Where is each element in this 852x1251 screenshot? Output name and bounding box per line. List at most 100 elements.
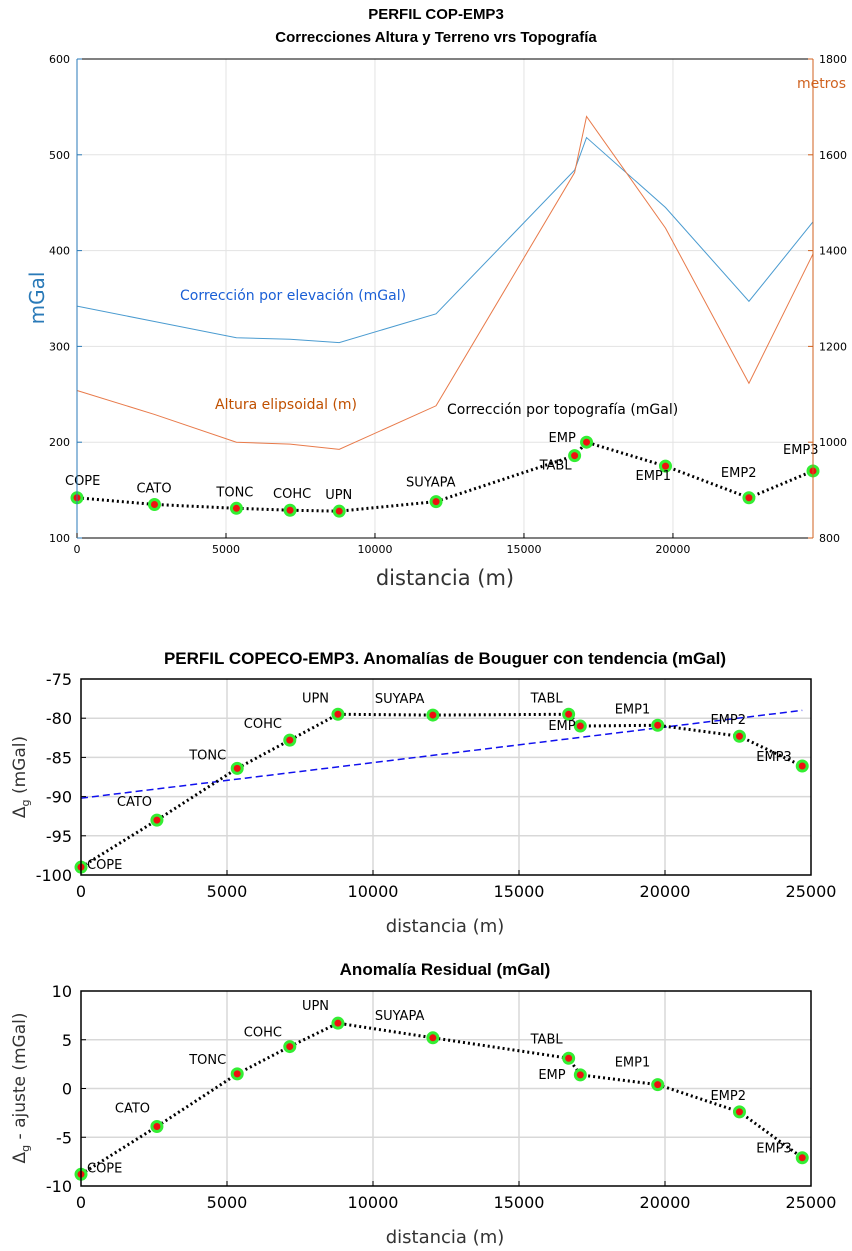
chart-1-x-tick-label: 0	[74, 543, 81, 556]
height-series-line	[76, 115, 814, 450]
chart-1-y2-tick-label: 1600	[819, 149, 847, 162]
chart-2-y-tick-label: -90	[46, 788, 72, 807]
chart-3-y-tick-label: -5	[56, 1128, 72, 1147]
topography-marker	[429, 495, 443, 509]
chart-3-station-label: EMP1	[615, 1056, 651, 1071]
chart-3-station-label: TABL	[530, 1032, 564, 1047]
chart-3-marker	[426, 1031, 440, 1045]
chart-3-station-label: COHC	[244, 1026, 282, 1041]
chart-2-y-tick-label: -95	[46, 827, 72, 846]
chart-1-station-label: TABL	[539, 459, 573, 474]
chart-3-marker	[795, 1151, 809, 1165]
chart-1-y2-tick-label: 1000	[819, 436, 847, 449]
chart-3-x-tick-label: 25000	[786, 1193, 837, 1212]
chart-2-station-label: EMP2	[710, 713, 746, 728]
chart-2-station-label: EMP3	[756, 750, 792, 765]
chart-1-xlabel: distancia (m)	[376, 566, 514, 590]
chart-1-y-tick-label: 400	[49, 245, 70, 258]
chart-2-station-label: EMP	[548, 719, 575, 734]
chart-1-station-label: UPN	[325, 488, 352, 503]
chart-1-x-tick-label: 5000	[212, 543, 240, 556]
chart-1-y-tick-label: 200	[49, 436, 70, 449]
elevation-annotation: Corrección por elevación (mGal)	[180, 288, 406, 304]
bouguer-anomaly-panel: PERFIL COPECO-EMP3. Anomalías de Bouguer…	[10, 649, 836, 937]
chart-2-x-tick-label: 0	[76, 882, 86, 901]
chart-3-x-tick-label: 5000	[207, 1193, 248, 1212]
chart-2-marker	[732, 729, 746, 743]
chart-2-station-label: UPN	[302, 691, 329, 706]
chart-3-station-label: EMP2	[710, 1089, 746, 1104]
chart-3-station-label: UPN	[302, 999, 329, 1014]
chart-3-xlabel: distancia (m)	[386, 1227, 505, 1248]
topography-marker	[742, 491, 756, 505]
chart-1-y2-tick-label: 1800	[819, 53, 847, 66]
chart-3-y-tick-label: -10	[46, 1177, 72, 1196]
chart-3-station-label: CATO	[115, 1102, 150, 1117]
chart-1-station-label: COPE	[65, 474, 100, 489]
chart-3-x-tick-label: 0	[76, 1193, 86, 1212]
topography-marker	[283, 503, 297, 517]
elevation-series-line	[76, 136, 814, 344]
chart-3-station-label: EMP	[538, 1068, 565, 1083]
chart-2-marker	[795, 759, 809, 773]
chart-3-station-label: SUYAPA	[375, 1009, 425, 1024]
chart-3-marker	[230, 1067, 244, 1081]
chart-1-y2-tick-label: 800	[819, 532, 840, 545]
chart-1-y2-tick-label: 1200	[819, 340, 847, 353]
chart-1-station-label: EMP	[549, 431, 576, 446]
chart-2-y-tick-label: -100	[36, 866, 72, 885]
topography-marker	[580, 435, 594, 449]
chart-2-marker	[426, 708, 440, 722]
chart-2-station-label: CATO	[117, 795, 152, 810]
chart-3-station-label: TONC	[188, 1053, 226, 1068]
chart-3-ylabel: Δg - ajuste (mGal)	[10, 1012, 32, 1163]
chart-1-y-tick-label: 600	[49, 53, 70, 66]
chart-1-y-tick-label: 100	[49, 532, 70, 545]
chart-1-station-label: TONC	[215, 485, 253, 500]
chart-2-marker	[283, 733, 297, 747]
chart-1-title: PERFIL COP-EMP3	[368, 6, 504, 23]
chart-1-station-label: EMP1	[636, 469, 672, 484]
chart-3-series-line	[80, 1021, 804, 1176]
topography-annotation: Corrección por topografía (mGal)	[447, 402, 678, 418]
chart-3-marker	[573, 1068, 587, 1082]
chart-2-series-line	[80, 712, 803, 869]
residual-anomaly-panel: Anomalía Residual (mGal) COPE CATO TONC COH…	[10, 960, 836, 1248]
chart-3-y-tick-label: 10	[52, 982, 72, 1001]
chart-2-marker	[573, 719, 587, 733]
chart-3-x-tick-label: 15000	[494, 1193, 545, 1212]
trend-line	[80, 709, 803, 799]
chart-2-marker	[562, 707, 576, 721]
chart-3-marker	[562, 1051, 576, 1065]
chart-2-frame	[80, 678, 812, 876]
chart-2-y-tick-label: -75	[46, 670, 72, 689]
chart-1-y2label: metros	[797, 76, 846, 92]
chart-2-station-label: SUYAPA	[375, 692, 425, 707]
chart-1-x-tick-label: 15000	[506, 543, 541, 556]
chart-2-title: PERFIL COPECO-EMP3. Anomalías de Bouguer…	[164, 649, 726, 668]
chart-3-station-label: COPE	[87, 1161, 122, 1176]
topography-corrections-panel: PERFIL COP-EMP3 Correcciones Altura y Te…	[25, 6, 847, 590]
chart-3-x-tick-label: 10000	[348, 1193, 399, 1212]
chart-3-y-tick-label: 5	[62, 1031, 72, 1050]
topography-marker	[147, 497, 161, 511]
chart-2-station-label: COHC	[244, 717, 282, 732]
chart-1-y-tick-label: 300	[49, 340, 70, 353]
chart-3-marker	[651, 1078, 665, 1092]
chart-2-x-tick-label: 5000	[207, 882, 248, 901]
chart-2-station-label: EMP1	[615, 702, 651, 717]
topography-marker	[659, 459, 673, 473]
chart-1-station-label: SUYAPA	[406, 476, 456, 491]
chart-3-marker	[150, 1120, 164, 1134]
topography-marker	[568, 449, 582, 463]
chart-2-ylabel: Δg (mGal)	[10, 736, 32, 818]
chart-2-y-tick-label: -80	[46, 709, 72, 728]
chart-2-xlabel: distancia (m)	[386, 916, 505, 937]
chart-1-station-label: COHC	[273, 487, 311, 502]
chart-1-x-tick-label: 20000	[655, 543, 690, 556]
chart-2-station-label: TONC	[188, 748, 226, 763]
chart-2-station-label: TABL	[530, 691, 564, 706]
chart-2-y-tick-label: -85	[46, 748, 72, 767]
chart-2-marker	[150, 813, 164, 827]
chart-2-x-tick-label: 10000	[348, 882, 399, 901]
